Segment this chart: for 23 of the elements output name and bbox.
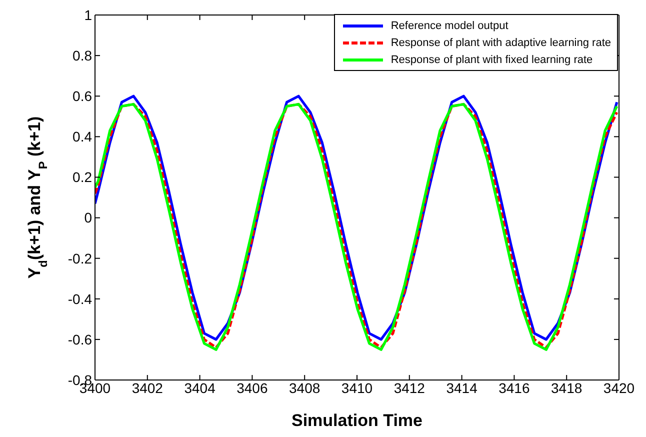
x-tick-label: 3410	[341, 380, 373, 396]
x-tick-label: 3418	[551, 380, 582, 396]
legend-label: Response of plant with adaptive learning rate	[390, 36, 611, 48]
x-tick-label: 3412	[394, 380, 426, 396]
y-tick-label: 0.8	[72, 48, 92, 64]
y-tick-label: 0.4	[72, 128, 92, 145]
legend-label: Response of plant with fixed learning rate	[390, 54, 593, 66]
x-tick-label: 3408	[289, 380, 320, 396]
y-tick-label: 0.6	[72, 88, 92, 104]
x-axis-title: Simulation Time	[292, 411, 422, 430]
legend-label: Reference model output	[390, 20, 508, 32]
y-tick-label: 0	[84, 210, 92, 226]
x-tick-label: 3404	[184, 380, 216, 396]
x-tick-label: 3414	[446, 380, 478, 396]
x-tick-label: 3406	[236, 380, 268, 396]
y-tick-label: 1	[84, 6, 92, 23]
x-tick-label: 3416	[498, 380, 530, 396]
y-tick-label: 0.2	[72, 169, 92, 186]
y-tick-label: -0.4	[68, 290, 92, 307]
y-tick-label: -0.6	[68, 331, 92, 348]
x-tick-label: 3402	[132, 380, 164, 396]
x-tick-label: 3420	[603, 380, 635, 396]
y-tick-label: -0.2	[68, 250, 92, 266]
